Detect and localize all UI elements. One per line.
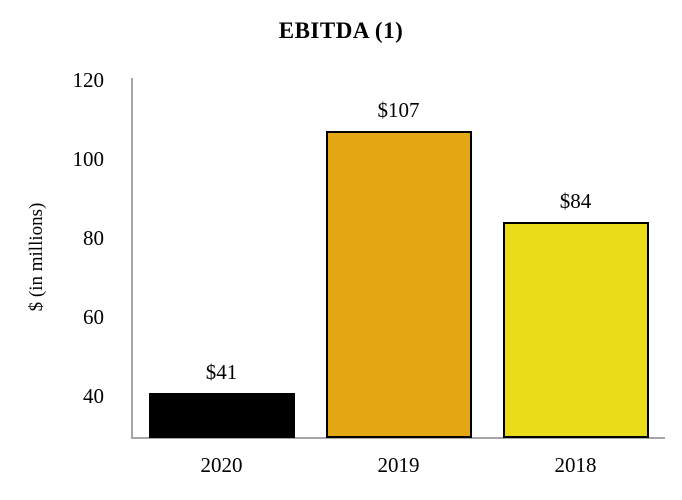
bar-2020 [148, 392, 295, 438]
x-category-label-2019: 2019 [377, 453, 420, 477]
x-category-label-2018: 2018 [554, 453, 597, 477]
data-label-2019: $107 [377, 98, 420, 123]
y-tick-label-60: 60 [83, 305, 104, 330]
bar-2019 [325, 131, 472, 438]
y-tick-label-100: 100 [72, 147, 105, 172]
data-label-2018: $84 [559, 189, 592, 214]
y-tick-label-80: 80 [83, 226, 104, 251]
y-tick-label-120: 120 [72, 67, 105, 92]
data-label-2020: $41 [205, 359, 238, 384]
x-category-label-2020: 2020 [200, 453, 243, 477]
x-axis-line [131, 437, 665, 439]
y-axis-line [131, 78, 133, 439]
bar-2018 [502, 222, 649, 438]
chart-title: EBITDA (1) [278, 18, 404, 43]
y-tick-label-40: 40 [83, 384, 104, 409]
